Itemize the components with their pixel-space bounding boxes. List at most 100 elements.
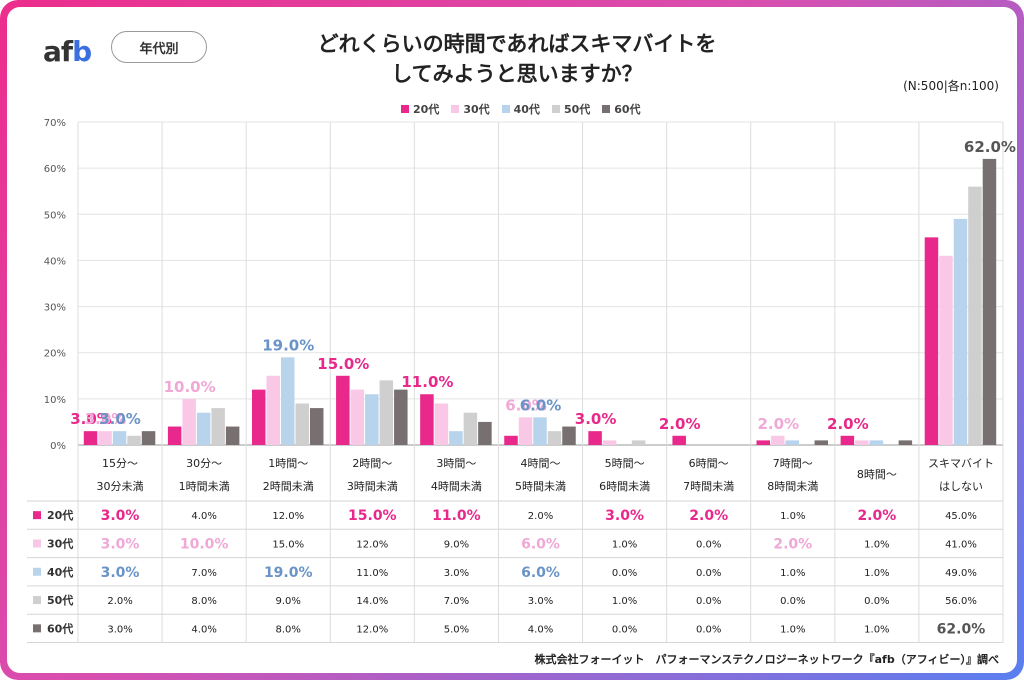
bar bbox=[939, 255, 953, 445]
table-cell: 62.0% bbox=[937, 621, 986, 637]
table-cell: 0.0% bbox=[696, 539, 721, 550]
table-cell: 12.0% bbox=[272, 511, 304, 522]
table-cell: 0.0% bbox=[612, 624, 637, 635]
table-cell: 3.0% bbox=[101, 565, 140, 581]
sample-note: (N:500|各n:100) bbox=[903, 79, 999, 93]
chart-title: どれくらいの時間であればスキマバイトを してみようと思いますか？ bbox=[277, 29, 757, 89]
table-cell: 41.0% bbox=[945, 539, 977, 550]
table-cell: 14.0% bbox=[356, 596, 388, 607]
table-cell: 9.0% bbox=[444, 539, 469, 550]
category-label: 4時間未満 bbox=[431, 480, 482, 493]
table-cell: 3.0% bbox=[605, 508, 644, 524]
category-label: 30分〜 bbox=[186, 457, 222, 470]
table-cell: 0.0% bbox=[696, 596, 721, 607]
bar bbox=[127, 435, 141, 445]
bar bbox=[756, 440, 771, 445]
table-cell: 1.0% bbox=[780, 568, 805, 579]
category-label: 30分未満 bbox=[97, 480, 144, 493]
table-cell: 0.0% bbox=[612, 568, 637, 579]
category-label: 7時間未満 bbox=[683, 480, 734, 493]
legend-label: 30代 bbox=[463, 103, 490, 116]
table-cell: 7.0% bbox=[444, 596, 469, 607]
category-label: 3時間未満 bbox=[347, 480, 398, 493]
bar bbox=[379, 380, 394, 445]
category-label: 7時間〜 bbox=[773, 457, 813, 470]
bar-data-label: 6.0% bbox=[505, 396, 547, 414]
table-cell: 8.0% bbox=[191, 596, 216, 607]
source-note: 株式会社フォーイット パフォーマンステクノロジーネットワーク『afb（アフィビー… bbox=[534, 653, 999, 666]
bar bbox=[141, 431, 156, 445]
bar bbox=[869, 440, 884, 445]
category-label: はしない bbox=[939, 480, 983, 493]
bar-chart: 0%10%20%30%40%50%60%70%3.0%3.0%3.0%10.0%… bbox=[27, 118, 1016, 643]
legend-label: 50代 bbox=[563, 103, 591, 116]
category-label: 15分〜 bbox=[102, 457, 138, 470]
table-cell: 1.0% bbox=[612, 539, 637, 550]
y-tick-label: 40% bbox=[44, 256, 66, 267]
bar bbox=[588, 431, 602, 445]
category-label: 6時間〜 bbox=[689, 457, 729, 470]
bar bbox=[225, 426, 240, 445]
bar bbox=[533, 417, 547, 445]
legend-label: 40代 bbox=[513, 103, 540, 116]
bar bbox=[309, 408, 324, 445]
bar bbox=[982, 158, 997, 445]
bar bbox=[251, 389, 266, 445]
bar bbox=[672, 435, 686, 445]
table-cell: 5.0% bbox=[444, 624, 469, 635]
chart-legend: 20代 30代 40代 50代 60代 bbox=[401, 101, 641, 117]
bar bbox=[785, 440, 800, 445]
bar bbox=[504, 435, 518, 445]
bar bbox=[855, 440, 869, 445]
table-cell: 1.0% bbox=[612, 596, 637, 607]
table-cell: 3.0% bbox=[101, 536, 140, 552]
table-cell: 10.0% bbox=[180, 536, 229, 552]
bar-data-label: 62.0% bbox=[964, 138, 1016, 156]
table-cell: 49.0% bbox=[945, 568, 977, 579]
bar bbox=[562, 426, 576, 445]
legend-swatch bbox=[451, 105, 460, 113]
chart-title-line-1: どれくらいの時間であればスキマバイトを bbox=[317, 32, 717, 56]
table-cell: 2.0% bbox=[107, 596, 132, 607]
bar bbox=[771, 435, 785, 445]
card-body: afb 年代別 どれくらいの時間であればスキマバイトを してみようと思いますか？… bbox=[7, 7, 1017, 673]
bar bbox=[478, 421, 492, 445]
table-cell: 0.0% bbox=[780, 596, 805, 607]
category-label: 1時間〜 bbox=[268, 457, 308, 470]
legend-label: 60代 bbox=[614, 103, 641, 116]
table-cell: 9.0% bbox=[276, 596, 301, 607]
legend-item: 40代 bbox=[501, 101, 540, 117]
category-label: 3時間〜 bbox=[436, 457, 476, 470]
bar bbox=[840, 435, 855, 445]
segment-tag: 年代別 bbox=[111, 31, 207, 63]
table-cell: 2.0% bbox=[857, 508, 896, 524]
table-cell: 3.0% bbox=[444, 568, 469, 579]
table-cell: 1.0% bbox=[780, 624, 805, 635]
bar bbox=[814, 440, 829, 445]
table-cell: 0.0% bbox=[864, 596, 889, 607]
bar bbox=[167, 426, 182, 445]
table-cell: 56.0% bbox=[945, 596, 977, 607]
bar bbox=[953, 218, 968, 445]
afb-logo: afb bbox=[43, 35, 92, 68]
bar bbox=[280, 357, 295, 445]
bar bbox=[196, 412, 211, 445]
bar-data-label: 3.0% bbox=[575, 410, 617, 428]
row-label: 30代 bbox=[47, 536, 73, 550]
legend-swatch bbox=[551, 105, 560, 113]
row-label: 40代 bbox=[47, 565, 73, 579]
category-label: 4時間〜 bbox=[521, 457, 561, 470]
table-cell: 8.0% bbox=[276, 624, 301, 635]
bar bbox=[631, 440, 646, 445]
legend-item: 30代 bbox=[451, 101, 490, 117]
bar-data-label: 3.0% bbox=[99, 410, 141, 428]
y-tick-label: 30% bbox=[44, 303, 66, 314]
row-swatch bbox=[33, 511, 41, 520]
table-cell: 4.0% bbox=[191, 511, 216, 522]
row-swatch bbox=[33, 596, 41, 605]
bar bbox=[83, 431, 98, 445]
category-label: 6時間未満 bbox=[599, 480, 650, 493]
table-cell: 1.0% bbox=[864, 539, 889, 550]
row-label: 60代 bbox=[47, 621, 73, 635]
row-swatch bbox=[33, 567, 41, 576]
